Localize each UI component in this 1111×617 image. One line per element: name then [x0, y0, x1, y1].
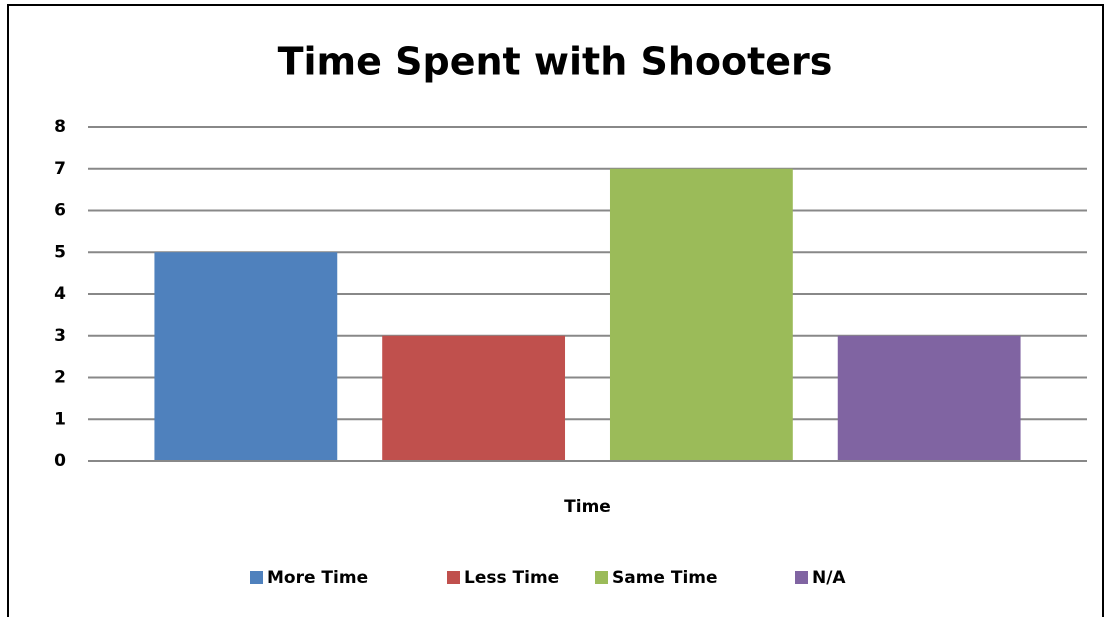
y-tick-label: 4	[54, 284, 66, 304]
legend-label: More Time	[267, 568, 368, 588]
y-tick-label: 6	[54, 201, 66, 221]
y-tick-label: 3	[54, 326, 66, 346]
legend-label: Less Time	[464, 568, 559, 588]
legend-swatch	[595, 571, 608, 584]
y-tick-label: 8	[54, 117, 66, 137]
bar	[382, 335, 566, 461]
y-tick-label: 5	[54, 242, 66, 262]
legend-label: Same Time	[612, 568, 718, 588]
bar	[154, 252, 338, 461]
y-tick-label: 2	[54, 368, 66, 388]
y-tick-label: 7	[54, 159, 66, 179]
legend-swatch	[447, 571, 460, 584]
chart-title: Time Spent with Shooters	[278, 40, 833, 84]
legend-label: N/A	[812, 568, 846, 588]
x-tick-label: Time	[564, 497, 611, 517]
legend-swatch	[795, 571, 808, 584]
legend-swatch	[250, 571, 263, 584]
y-tick-label: 0	[54, 451, 66, 471]
y-tick-label: 1	[54, 409, 66, 429]
bar	[837, 335, 1021, 461]
bar	[609, 168, 793, 461]
